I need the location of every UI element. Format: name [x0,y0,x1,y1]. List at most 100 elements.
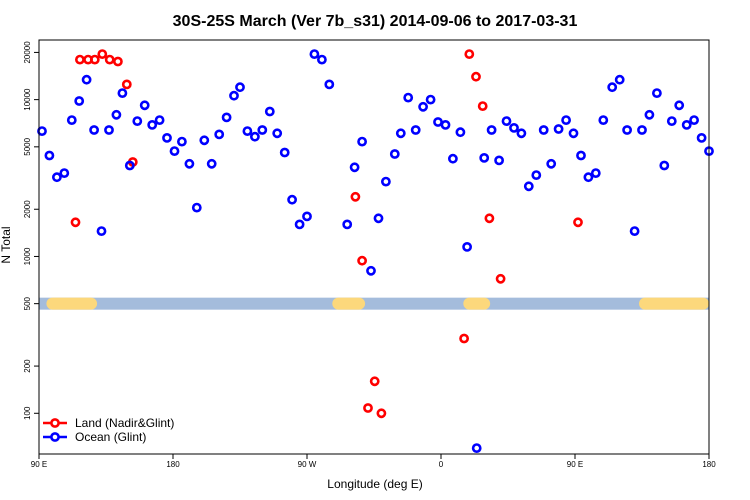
data-point-ocean [531,170,542,180]
legend-marker [50,432,60,442]
data-point-ocean [561,115,571,125]
data-point-ocean [455,127,466,138]
data-point-ocean [509,123,519,133]
data-point-ocean [96,226,107,236]
legend-label: Ocean (Glint) [75,430,146,444]
data-point-ocean [486,125,497,135]
data-point-land [484,213,495,224]
data-point-ocean [37,126,47,137]
data-point-ocean [433,117,443,127]
data-point-ocean [191,202,202,213]
data-point-land [464,49,475,59]
y-tick-label: 1000 [23,247,32,265]
data-point-ocean [403,92,414,103]
data-point-ocean [380,176,391,187]
data-point-ocean [294,219,305,230]
data-point-ocean [389,149,400,159]
data-point-ocean [447,153,458,164]
data-point-ocean [169,146,180,156]
data-point-ocean [652,88,662,98]
data-point-ocean [309,49,320,59]
data-point-ocean [659,160,670,171]
data-point-ocean [666,116,677,126]
data-point-ocean [242,126,253,137]
axis-ticks: 90 E 180 90 W 0 90 E 180 100 200 500 1000 2000 5000… [23,41,716,469]
data-point-ocean [418,101,428,112]
data-point-ocean [52,172,62,183]
chart-title: 30S-25S March (Ver 7b_s31) 2014-09-06 to… [173,13,578,30]
data-point-ocean [162,132,172,143]
data-point-land [104,54,115,65]
data-point-ocean [249,131,260,142]
data-point-ocean [622,125,632,135]
y-tick-label: 500 [23,296,32,310]
data-point-ocean [576,150,586,161]
data-point-land [75,54,85,65]
data-point-ocean [235,82,245,93]
data-point-ocean [674,100,685,111]
data-point-land [573,217,583,228]
data-point-ocean [221,112,232,123]
data-point-ocean [395,128,406,139]
y-tick-label: 100 [23,406,32,420]
data-point-land [89,54,100,65]
data-point-ocean [206,158,217,169]
data-point-ocean [546,158,557,169]
y-tick-label: 200 [23,359,32,373]
data-point-ocean [349,162,360,173]
data-point-ocean [366,265,376,276]
x-tick-label: 90 E [31,460,47,469]
x-axis-label: Longitude (deg E) [327,477,422,491]
data-point-ocean [425,94,436,105]
data-point-ocean [66,115,77,125]
data-point-land [376,408,387,419]
y-tick-label: 5000 [23,137,32,155]
data-point-land [121,79,132,90]
data-point-ocean [302,211,312,222]
data-points [37,49,714,453]
band-ocean [39,297,709,310]
data-point-ocean [568,128,579,139]
data-point-ocean [279,147,290,158]
data-point-ocean [342,219,353,230]
data-point-land [369,376,380,387]
data-point-ocean [184,158,195,169]
data-point-ocean [629,226,640,236]
data-point-ocean [214,129,225,140]
data-point-ocean [607,82,618,93]
data-point-ocean [111,109,122,120]
data-point-ocean [104,125,114,135]
legend: Land (Nadir&Glint)Ocean (Glint) [43,416,174,444]
y-tick-label: 20000 [23,41,32,64]
data-point-ocean [494,155,504,166]
legend-label: Land (Nadir&Glint) [75,416,174,430]
data-point-ocean [681,120,692,130]
data-point-ocean [440,120,451,130]
data-point-ocean [538,125,549,135]
data-point-ocean [44,150,55,161]
band-land-segment [46,297,98,310]
data-point-ocean [644,109,655,120]
data-point-land [477,101,488,111]
data-point-land [97,49,108,59]
data-point-ocean [373,213,384,224]
data-point-ocean [523,181,534,192]
data-point-ocean [614,74,625,85]
data-point-ocean [324,79,335,90]
data-point-ocean [124,160,135,171]
data-point-ocean [132,116,143,126]
data-point-ocean [257,125,268,135]
band-land-segment [332,297,366,310]
data-point-land [357,255,367,266]
data-point-ocean [316,54,327,65]
data-point-ocean [147,120,158,130]
data-point-ocean [583,172,594,183]
data-point-land [471,71,481,82]
data-point-land [363,403,373,413]
data-point-ocean [117,88,128,98]
data-point-ocean [154,115,165,125]
data-point-ocean [598,115,609,125]
data-point-ocean [462,241,472,252]
reference-band [39,297,709,310]
data-point-ocean [479,152,490,163]
